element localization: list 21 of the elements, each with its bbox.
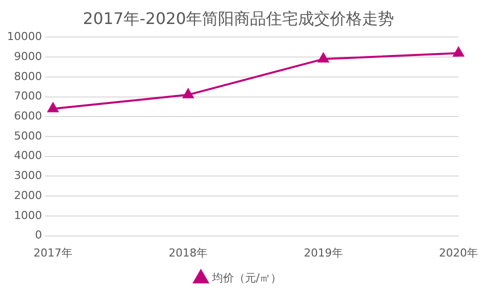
y-tick-label: 8000 [14,70,42,83]
y-tick-label: 2000 [14,188,42,202]
point [453,47,464,57]
point [48,102,58,112]
chart-title: 2017年-2020年简阳商品住宅成交价格走势 [82,8,394,28]
y-tick-label: 4000 [14,149,42,162]
y-tick-label: 0 [34,228,42,242]
y-tick-label: 5000 [14,129,42,142]
x-tick-label: 2018年 [168,246,208,260]
x-tick-label: 2019年 [304,246,343,260]
y-tick-label: 1000 [14,208,42,222]
x-tick-label: 2020年 [439,246,478,260]
y-tick-label: 6000 [14,110,42,122]
legend-label: 均价（元/㎡） [210,271,282,284]
x-tick-label: 2017年 [33,246,72,260]
y-tick-label: 7000 [14,90,42,103]
point [318,53,329,63]
point [182,88,194,98]
y-tick-label: 3000 [14,169,42,182]
y-tick-label: 10000 [6,30,42,44]
y-tick-label: 9000 [14,50,42,63]
